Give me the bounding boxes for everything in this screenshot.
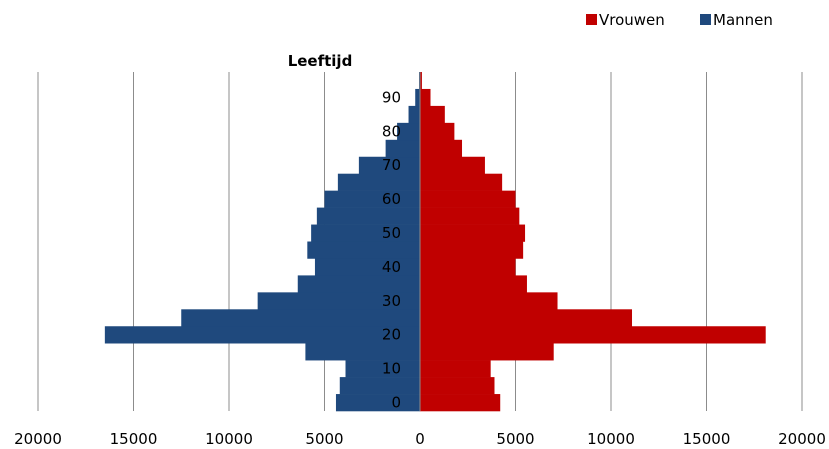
bar-mannen xyxy=(307,241,420,259)
bar-mannen xyxy=(316,207,420,225)
x-tick-label: 5000 xyxy=(496,430,534,448)
y-axis-ticks: 0 10 20 30 40 50 60 70 80 90 xyxy=(382,88,401,411)
y-tick-label: 10 xyxy=(382,360,401,378)
x-tick-label: 10000 xyxy=(587,430,635,448)
bar-vrouwen xyxy=(420,326,766,344)
bar-vrouwen xyxy=(420,258,516,276)
legend-label: Mannen xyxy=(713,11,773,29)
x-tick-label: 5000 xyxy=(305,430,343,448)
bar-mannen xyxy=(311,224,420,242)
legend-label: Vrouwen xyxy=(599,11,665,29)
y-tick-label: 90 xyxy=(382,88,401,106)
bar-vrouwen xyxy=(420,343,554,361)
y-tick-label: 70 xyxy=(382,156,401,174)
bar-vrouwen xyxy=(420,105,445,124)
bar-mannen xyxy=(345,360,420,378)
bar-vrouwen xyxy=(420,156,485,174)
bar-vrouwen xyxy=(420,360,491,378)
x-tick-label: 20000 xyxy=(14,430,62,448)
bar-vrouwen xyxy=(420,224,526,242)
x-axis-ticks: 20000 15000 10000 5000 0 5000 10000 15000 20000 xyxy=(14,430,826,448)
bar-mannen xyxy=(314,258,420,276)
legend-swatch xyxy=(700,14,711,25)
bar-mannen xyxy=(305,343,420,361)
bar-vrouwen xyxy=(420,190,516,208)
bar-mannen xyxy=(358,156,420,174)
legend-swatch xyxy=(586,14,597,25)
x-tick-label: 10000 xyxy=(205,430,253,448)
y-tick-label: 20 xyxy=(382,326,401,344)
bar-mannen xyxy=(297,275,420,293)
legend: Vrouwen Mannen xyxy=(586,11,773,29)
bar-mannen xyxy=(335,394,420,412)
bar-mannen xyxy=(397,122,420,141)
bar-vrouwen xyxy=(420,88,431,107)
bar-mannen xyxy=(415,88,420,107)
bar-mannen xyxy=(104,326,420,344)
bar-vrouwen xyxy=(420,241,524,259)
bar-mannen xyxy=(337,173,420,191)
bar-mannen xyxy=(339,377,420,395)
bar-vrouwen xyxy=(420,292,558,310)
y-tick-label: 30 xyxy=(382,292,401,310)
bar-vrouwen xyxy=(420,173,503,191)
bars xyxy=(104,72,766,412)
bar-mannen xyxy=(408,105,420,124)
x-tick-label: 15000 xyxy=(683,430,731,448)
bar-vrouwen xyxy=(420,72,422,90)
bar-mannen xyxy=(181,309,420,327)
bar-mannen xyxy=(385,139,420,158)
x-tick-label: 20000 xyxy=(778,430,826,448)
y-tick-label: 40 xyxy=(382,258,401,276)
y-tick-label: 0 xyxy=(391,394,401,412)
bar-vrouwen xyxy=(420,394,501,412)
y-tick-label: 50 xyxy=(382,224,401,242)
bar-vrouwen xyxy=(420,377,495,395)
y-axis-title: Leeftijd xyxy=(288,52,353,70)
x-tick-label: 15000 xyxy=(110,430,158,448)
bar-vrouwen xyxy=(420,207,520,225)
bar-mannen xyxy=(257,292,420,310)
y-tick-label: 60 xyxy=(382,190,401,208)
bar-vrouwen xyxy=(420,122,455,141)
y-tick-label: 80 xyxy=(382,122,401,140)
bar-mannen xyxy=(324,190,420,208)
bar-vrouwen xyxy=(420,309,633,327)
bar-vrouwen xyxy=(420,275,527,293)
x-tick-label: 0 xyxy=(415,430,425,448)
bar-vrouwen xyxy=(420,139,463,158)
